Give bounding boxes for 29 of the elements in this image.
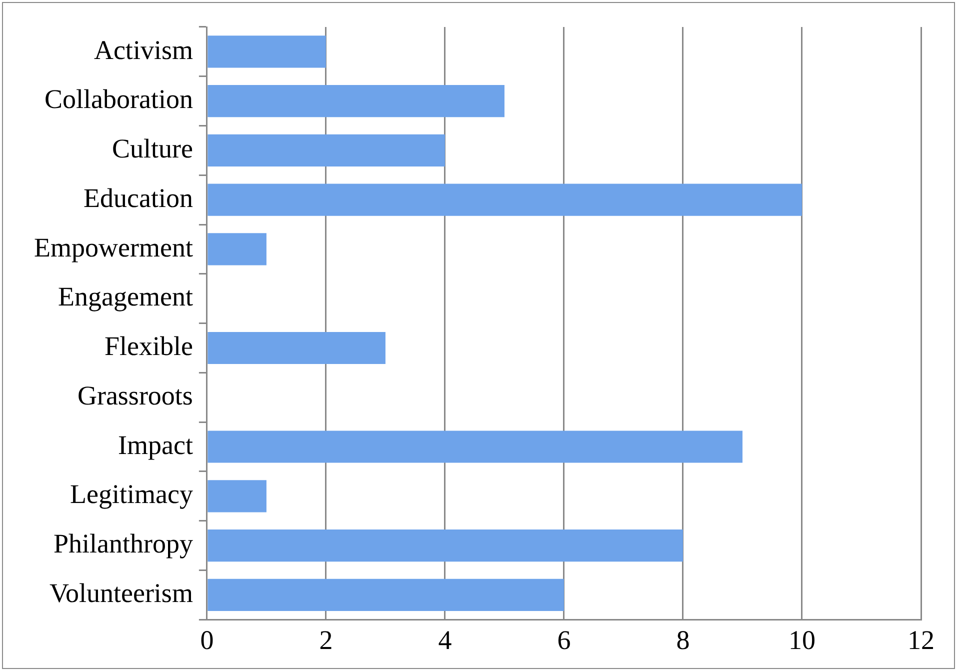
y-tick-label: Impact — [118, 430, 194, 460]
bar — [208, 85, 504, 118]
y-tick-label: Empowerment — [34, 232, 194, 262]
y-tick-label: Grassroots — [77, 380, 193, 410]
bar — [208, 480, 266, 512]
bar — [208, 332, 386, 364]
bar — [208, 184, 802, 216]
y-tick-label: Culture — [112, 134, 193, 164]
y-tick-label: Engagement — [58, 282, 194, 312]
y-tick-label: Flexible — [104, 331, 193, 362]
x-tick-label: 12 — [908, 624, 934, 655]
x-tick-label: 10 — [788, 624, 816, 655]
x-tick-label: 4 — [438, 624, 452, 655]
bar — [208, 233, 266, 266]
bar — [208, 134, 445, 167]
bar — [208, 529, 683, 562]
x-tick-label: 2 — [319, 624, 333, 655]
bar — [208, 578, 564, 611]
y-tick-label: Philanthropy — [53, 528, 194, 559]
y-tick-label: Volunteerism — [49, 578, 193, 608]
y-tick-label: Collaboration — [44, 84, 194, 114]
y-tick-label: Education — [83, 182, 194, 213]
x-tick-label: 8 — [676, 624, 690, 655]
bar — [208, 430, 742, 463]
y-tick-label: Legitimacy — [70, 479, 194, 510]
x-tick-label: 0 — [200, 624, 214, 655]
bar — [208, 36, 326, 68]
y-tick-label: Activism — [94, 34, 193, 65]
x-tick-label: 6 — [557, 624, 571, 655]
